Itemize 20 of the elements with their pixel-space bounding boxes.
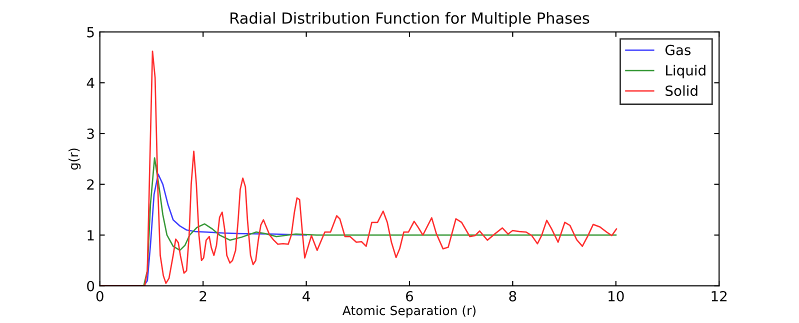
y-tick-label: 4: [86, 78, 94, 88]
chart-title: Radial Distribution Function for Multiple Phases: [230, 12, 590, 27]
line-series: [100, 50, 618, 286]
x-tick-label: 4: [302, 291, 310, 302]
x-tick-label: 6: [406, 290, 414, 302]
y-tick-label: 0: [87, 280, 94, 292]
x-tick-label: 2: [200, 290, 206, 302]
x-tick-label: 0: [96, 290, 104, 302]
x-axis-title: Atomic Separation (r): [342, 306, 476, 318]
legend-label: Gas: [665, 44, 691, 56]
y-tick-label: 3: [87, 128, 94, 139]
x-tick-label: 10: [608, 290, 624, 302]
legend-label: Solid: [666, 85, 698, 96]
y-tick-label: 2: [87, 179, 94, 190]
y-tick-label: 1: [88, 230, 94, 240]
x-tick-label: 12: [712, 290, 727, 302]
y-tick-label: 5: [87, 27, 94, 38]
legend-label: Liquid: [666, 64, 706, 78]
x-tick-label: 8: [509, 290, 516, 302]
y-axis-title: g(r): [68, 148, 81, 170]
